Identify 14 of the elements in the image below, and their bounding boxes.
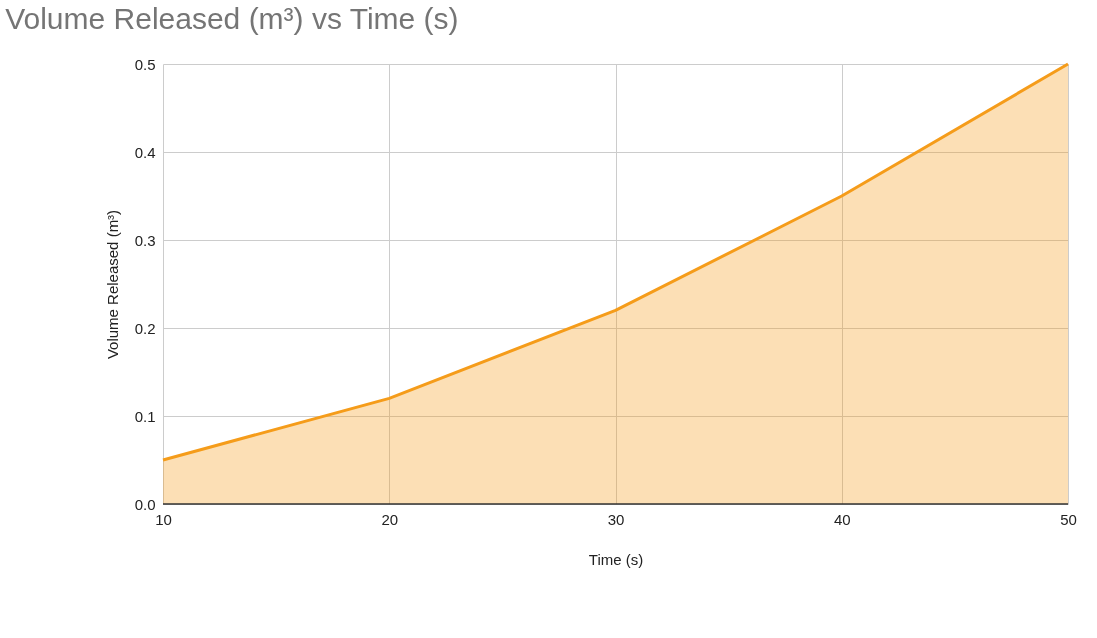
y-tick-label: 0.2 [134,319,156,337]
y-tick-label: 0.5 [134,55,156,73]
x-tick-label: 30 [607,510,625,528]
y-tick-label: 0.0 [134,495,156,513]
x-tick-label: 50 [1060,510,1077,528]
y-tick-label: 0.3 [134,231,156,249]
x-tick-label: 40 [833,510,851,528]
x-tick-label: 20 [381,510,399,528]
x-tick-label: 10 [155,510,172,528]
y-tick-label: 0.1 [134,407,156,425]
chart-title: Volume Released (m³) vs Time (s) [5,2,459,35]
x-axis-title: Time (s) [588,550,644,568]
y-tick-label: 0.4 [134,143,156,161]
y-axis-title: Volume Released (m³) [103,209,121,360]
